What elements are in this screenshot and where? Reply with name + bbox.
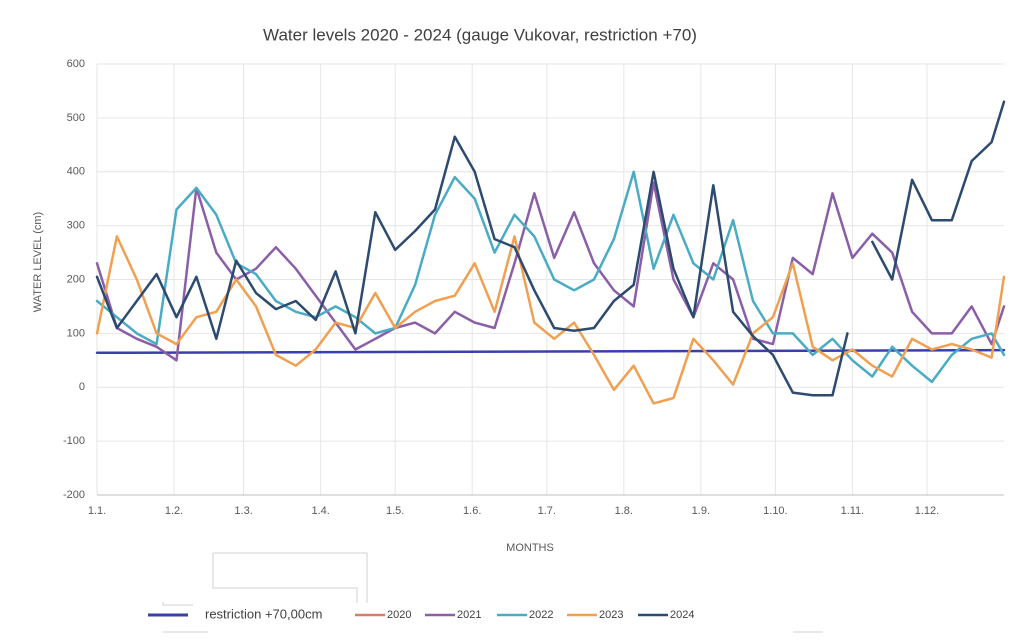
- series-line: [95, 170, 1006, 384]
- y-tick-label: 200: [67, 273, 85, 285]
- y-tick-label: 100: [67, 327, 85, 339]
- y-tick-label: 400: [67, 166, 85, 178]
- x-axis-label: MONTHS: [506, 542, 554, 554]
- y-tick-label: 600: [67, 58, 85, 70]
- x-tick-label: 1.2.: [165, 505, 183, 517]
- legend-frame: [212, 552, 368, 603]
- x-tick-label: 1.4.: [311, 505, 329, 517]
- x-tick-label: 1.11.: [841, 505, 865, 517]
- x-tick-label: 1.3.: [234, 505, 252, 517]
- legend-label: 2020: [387, 609, 411, 621]
- x-tick-label: 1.9.: [692, 505, 710, 517]
- x-tick-label: 1.1.: [88, 505, 106, 517]
- y-tick-label: 500: [67, 112, 85, 124]
- y-tick-label: -100: [63, 435, 85, 447]
- x-tick-label: 1.7.: [538, 505, 556, 517]
- legend-label: 2021: [457, 609, 481, 621]
- series-line: [95, 181, 1006, 362]
- legend-label: 2024: [670, 609, 694, 621]
- y-axis-label: WATER LEVEL (cm): [32, 212, 44, 312]
- x-tick-label: 1.5.: [386, 505, 404, 517]
- y-tick-label: 0: [79, 381, 85, 393]
- y-tick-label: -200: [63, 489, 85, 501]
- x-tick-label: 1.8.: [615, 505, 633, 517]
- x-tick-label: 1.10.: [763, 505, 787, 517]
- series-line: [95, 235, 1006, 405]
- x-tick-label: 1.6.: [463, 505, 481, 517]
- x-tick-label: 1.12.: [915, 505, 939, 517]
- legend-label: 2022: [529, 609, 553, 621]
- y-tick-label: 300: [67, 220, 85, 232]
- chart-title: Water levels 2020 - 2024 (gauge Vukovar,…: [263, 25, 697, 44]
- legend-label: restriction +70,00cm: [205, 606, 322, 621]
- series-line: [95, 100, 1006, 397]
- legend-label: 2023: [599, 609, 623, 621]
- legend-frame: [162, 602, 823, 633]
- series-line: [95, 348, 1006, 355]
